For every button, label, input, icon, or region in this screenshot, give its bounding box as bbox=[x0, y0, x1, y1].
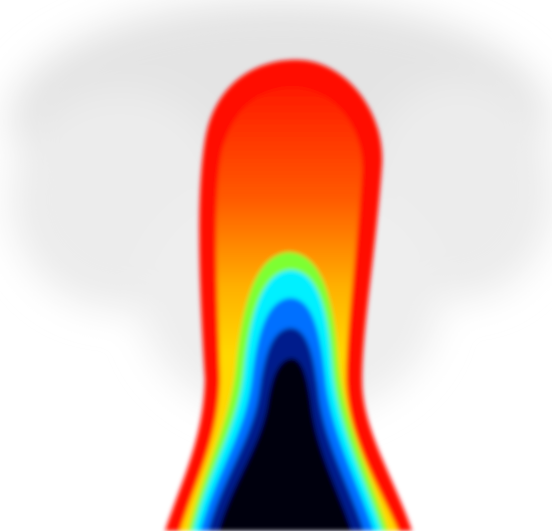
page: (() => { const data = JSON.parse(documen… bbox=[0, 0, 552, 531]
plume-image bbox=[0, 0, 552, 531]
